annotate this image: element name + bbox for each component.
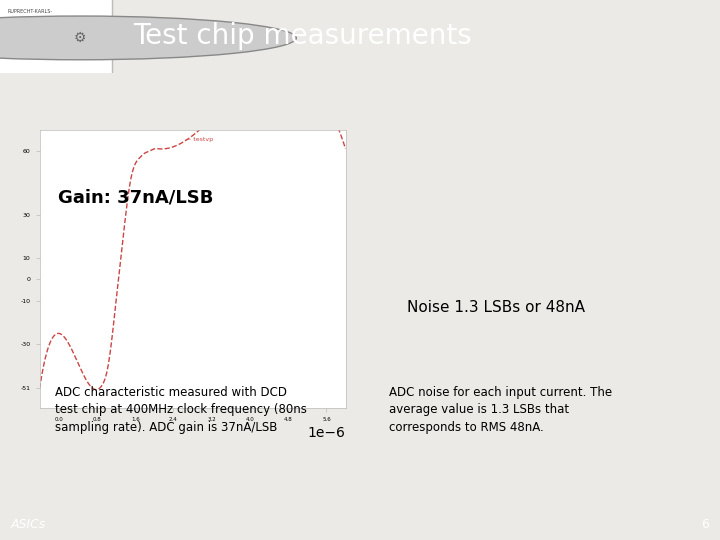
Text: 6: 6 — [701, 518, 709, 531]
Text: RUPRECHT-KARLS-: RUPRECHT-KARLS- — [7, 9, 53, 14]
Bar — [0, 0, 112, 73]
Circle shape — [0, 16, 297, 60]
Text: Test chip measurements: Test chip measurements — [133, 23, 472, 50]
Text: Gain: 37nA/LSB: Gain: 37nA/LSB — [58, 188, 213, 206]
Text: — testvp: — testvp — [184, 137, 213, 141]
Text: ADC noise for each input current. The: ADC noise for each input current. The — [389, 386, 612, 399]
Text: test chip at 400MHz clock frequency (80ns: test chip at 400MHz clock frequency (80n… — [55, 403, 307, 416]
Text: HEIDELBERG: HEIDELBERG — [7, 40, 56, 46]
Text: ADC characteristic measured with DCD: ADC characteristic measured with DCD — [55, 386, 287, 399]
Text: ASICs: ASICs — [11, 518, 46, 531]
Text: UNIVERSITÄT: UNIVERSITÄT — [7, 23, 58, 30]
Text: sampling rate). ADC gain is 37nA/LSB: sampling rate). ADC gain is 37nA/LSB — [55, 421, 277, 434]
Text: average value is 1.3 LSBs that: average value is 1.3 LSBs that — [389, 403, 569, 416]
Text: ⚙: ⚙ — [74, 31, 86, 45]
Text: Noise 1.3 LSBs or 48nA: Noise 1.3 LSBs or 48nA — [407, 300, 585, 315]
Text: corresponds to RMS 48nA.: corresponds to RMS 48nA. — [389, 421, 544, 434]
